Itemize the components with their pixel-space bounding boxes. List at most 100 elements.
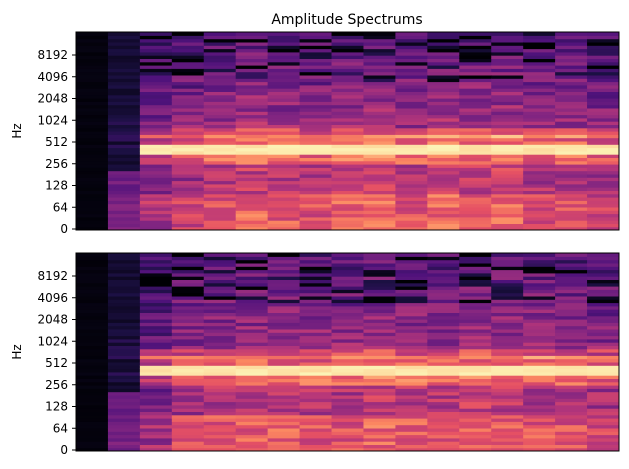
- spectrogram-cell: [363, 342, 397, 346]
- spectrogram-cell: [139, 137, 173, 142]
- spectrogram-cell: [395, 74, 428, 79]
- spectrogram-cell: [107, 279, 141, 284]
- spectrogram-cell: [299, 427, 333, 432]
- spectrogram-cell: [203, 213, 237, 218]
- spectrogram-cell: [491, 368, 524, 373]
- spectrogram-cell: [267, 388, 301, 393]
- spectrogram-cell: [523, 183, 556, 188]
- spectrogram-cell: [107, 84, 141, 89]
- spectrogram-cell: [587, 107, 619, 112]
- spectrogram-cell: [76, 388, 109, 393]
- spectrogram-cell: [203, 107, 237, 112]
- y-tick-label: 64: [53, 200, 68, 214]
- spectrogram-cell: [395, 424, 428, 429]
- spectrogram-cell: [203, 101, 237, 106]
- spectrogram-cell: [523, 365, 556, 370]
- spectrogram-cell: [331, 348, 365, 353]
- spectrogram-cell: [587, 328, 619, 333]
- spectrogram-cell: [203, 315, 237, 320]
- spectrogram-cell: [76, 137, 109, 142]
- spectrogram-cell: [107, 447, 141, 451]
- spectrogram-cell: [76, 94, 109, 99]
- spectrogram-cell: [555, 81, 588, 86]
- spectrogram-cell: [491, 140, 524, 145]
- spectrogram-cell: [427, 190, 460, 195]
- spectrogram-cell: [459, 91, 492, 96]
- spectrogram-cell: [171, 140, 205, 145]
- spectrogram-cell: [363, 408, 397, 412]
- spectrogram-cell: [555, 74, 588, 79]
- spectrogram-cell: [171, 111, 205, 116]
- spectrogram-cell: [235, 160, 269, 165]
- spectrogram-cell: [76, 144, 109, 149]
- spectrogram-cell: [491, 197, 524, 201]
- spectrogram-cell: [76, 325, 109, 330]
- spectrogram-cell: [107, 319, 141, 323]
- spectrogram-cell: [331, 144, 365, 149]
- spectrogram-cell: [491, 437, 524, 442]
- spectrogram-cell: [107, 371, 141, 376]
- spectrogram-cell: [395, 190, 428, 195]
- spectrogram-cell: [459, 164, 492, 168]
- spectrogram-cell: [267, 427, 301, 432]
- spectrogram-cell: [203, 65, 237, 69]
- spectrogram-cell: [523, 427, 556, 432]
- spectrogram-cell: [331, 289, 365, 294]
- spectrogram-cell: [107, 144, 141, 149]
- spectrogram-cell: [395, 348, 428, 353]
- spectrogram-cell: [235, 157, 269, 162]
- spectrogram-cell: [107, 32, 141, 36]
- spectrogram-cell: [587, 94, 619, 99]
- spectrogram-cell: [171, 444, 205, 449]
- spectrogram-cell: [267, 295, 301, 300]
- spectrogram-cell: [171, 404, 205, 409]
- spectrogram-cell: [299, 355, 333, 360]
- spectrogram-cell: [235, 147, 269, 152]
- spectrogram-cell: [395, 295, 428, 300]
- spectrogram-cell: [427, 206, 460, 211]
- spectrogram-cell: [107, 121, 141, 125]
- spectrogram-cell: [139, 167, 173, 172]
- spectrogram-cell: [587, 55, 619, 59]
- spectrogram-cell: [363, 401, 397, 406]
- spectrogram-cell: [171, 88, 205, 92]
- spectrogram-cell: [267, 269, 301, 274]
- spectrogram-cell: [555, 48, 588, 53]
- spectrogram-cell: [523, 127, 556, 132]
- spectrogram-cell: [235, 414, 269, 419]
- spectrogram-cell: [363, 173, 397, 178]
- spectrogram-cell: [107, 286, 141, 290]
- spectrogram-cell: [459, 71, 492, 76]
- spectrogram-cell: [587, 68, 619, 73]
- spectrogram-cell: [331, 427, 365, 432]
- spectrogram-cell: [203, 358, 237, 363]
- spectrogram-cell: [139, 121, 173, 125]
- spectrogram-cell: [363, 305, 397, 310]
- spectrogram-cell: [555, 35, 588, 40]
- spectrogram-cell: [331, 78, 365, 83]
- spectrogram-cell: [523, 140, 556, 145]
- spectrogram-cell: [107, 292, 141, 297]
- spectrogram-cell: [267, 111, 301, 116]
- spectrogram-cell: [363, 167, 397, 172]
- spectrogram-cell: [523, 272, 556, 277]
- spectrogram-cell: [299, 292, 333, 297]
- spectrogram-cell: [427, 104, 460, 109]
- spectrogram-cell: [203, 309, 237, 313]
- spectrogram-cell: [491, 414, 524, 419]
- spectrogram-cell: [395, 312, 428, 317]
- spectrogram-cell: [139, 160, 173, 165]
- spectrogram-cell: [363, 94, 397, 99]
- spectrogram-cell: [139, 190, 173, 195]
- spectrogram-cell: [459, 276, 492, 280]
- spectrogram-cell: [139, 88, 173, 92]
- spectrogram-cell: [331, 213, 365, 218]
- spectrogram-cell: [267, 345, 301, 350]
- spectrogram-cell: [331, 391, 365, 396]
- spectrogram-cell: [459, 262, 492, 267]
- spectrogram-cell: [427, 253, 460, 257]
- spectrogram-cell: [587, 411, 619, 416]
- spectrogram-cell: [459, 441, 492, 445]
- spectrogram-cell: [587, 111, 619, 116]
